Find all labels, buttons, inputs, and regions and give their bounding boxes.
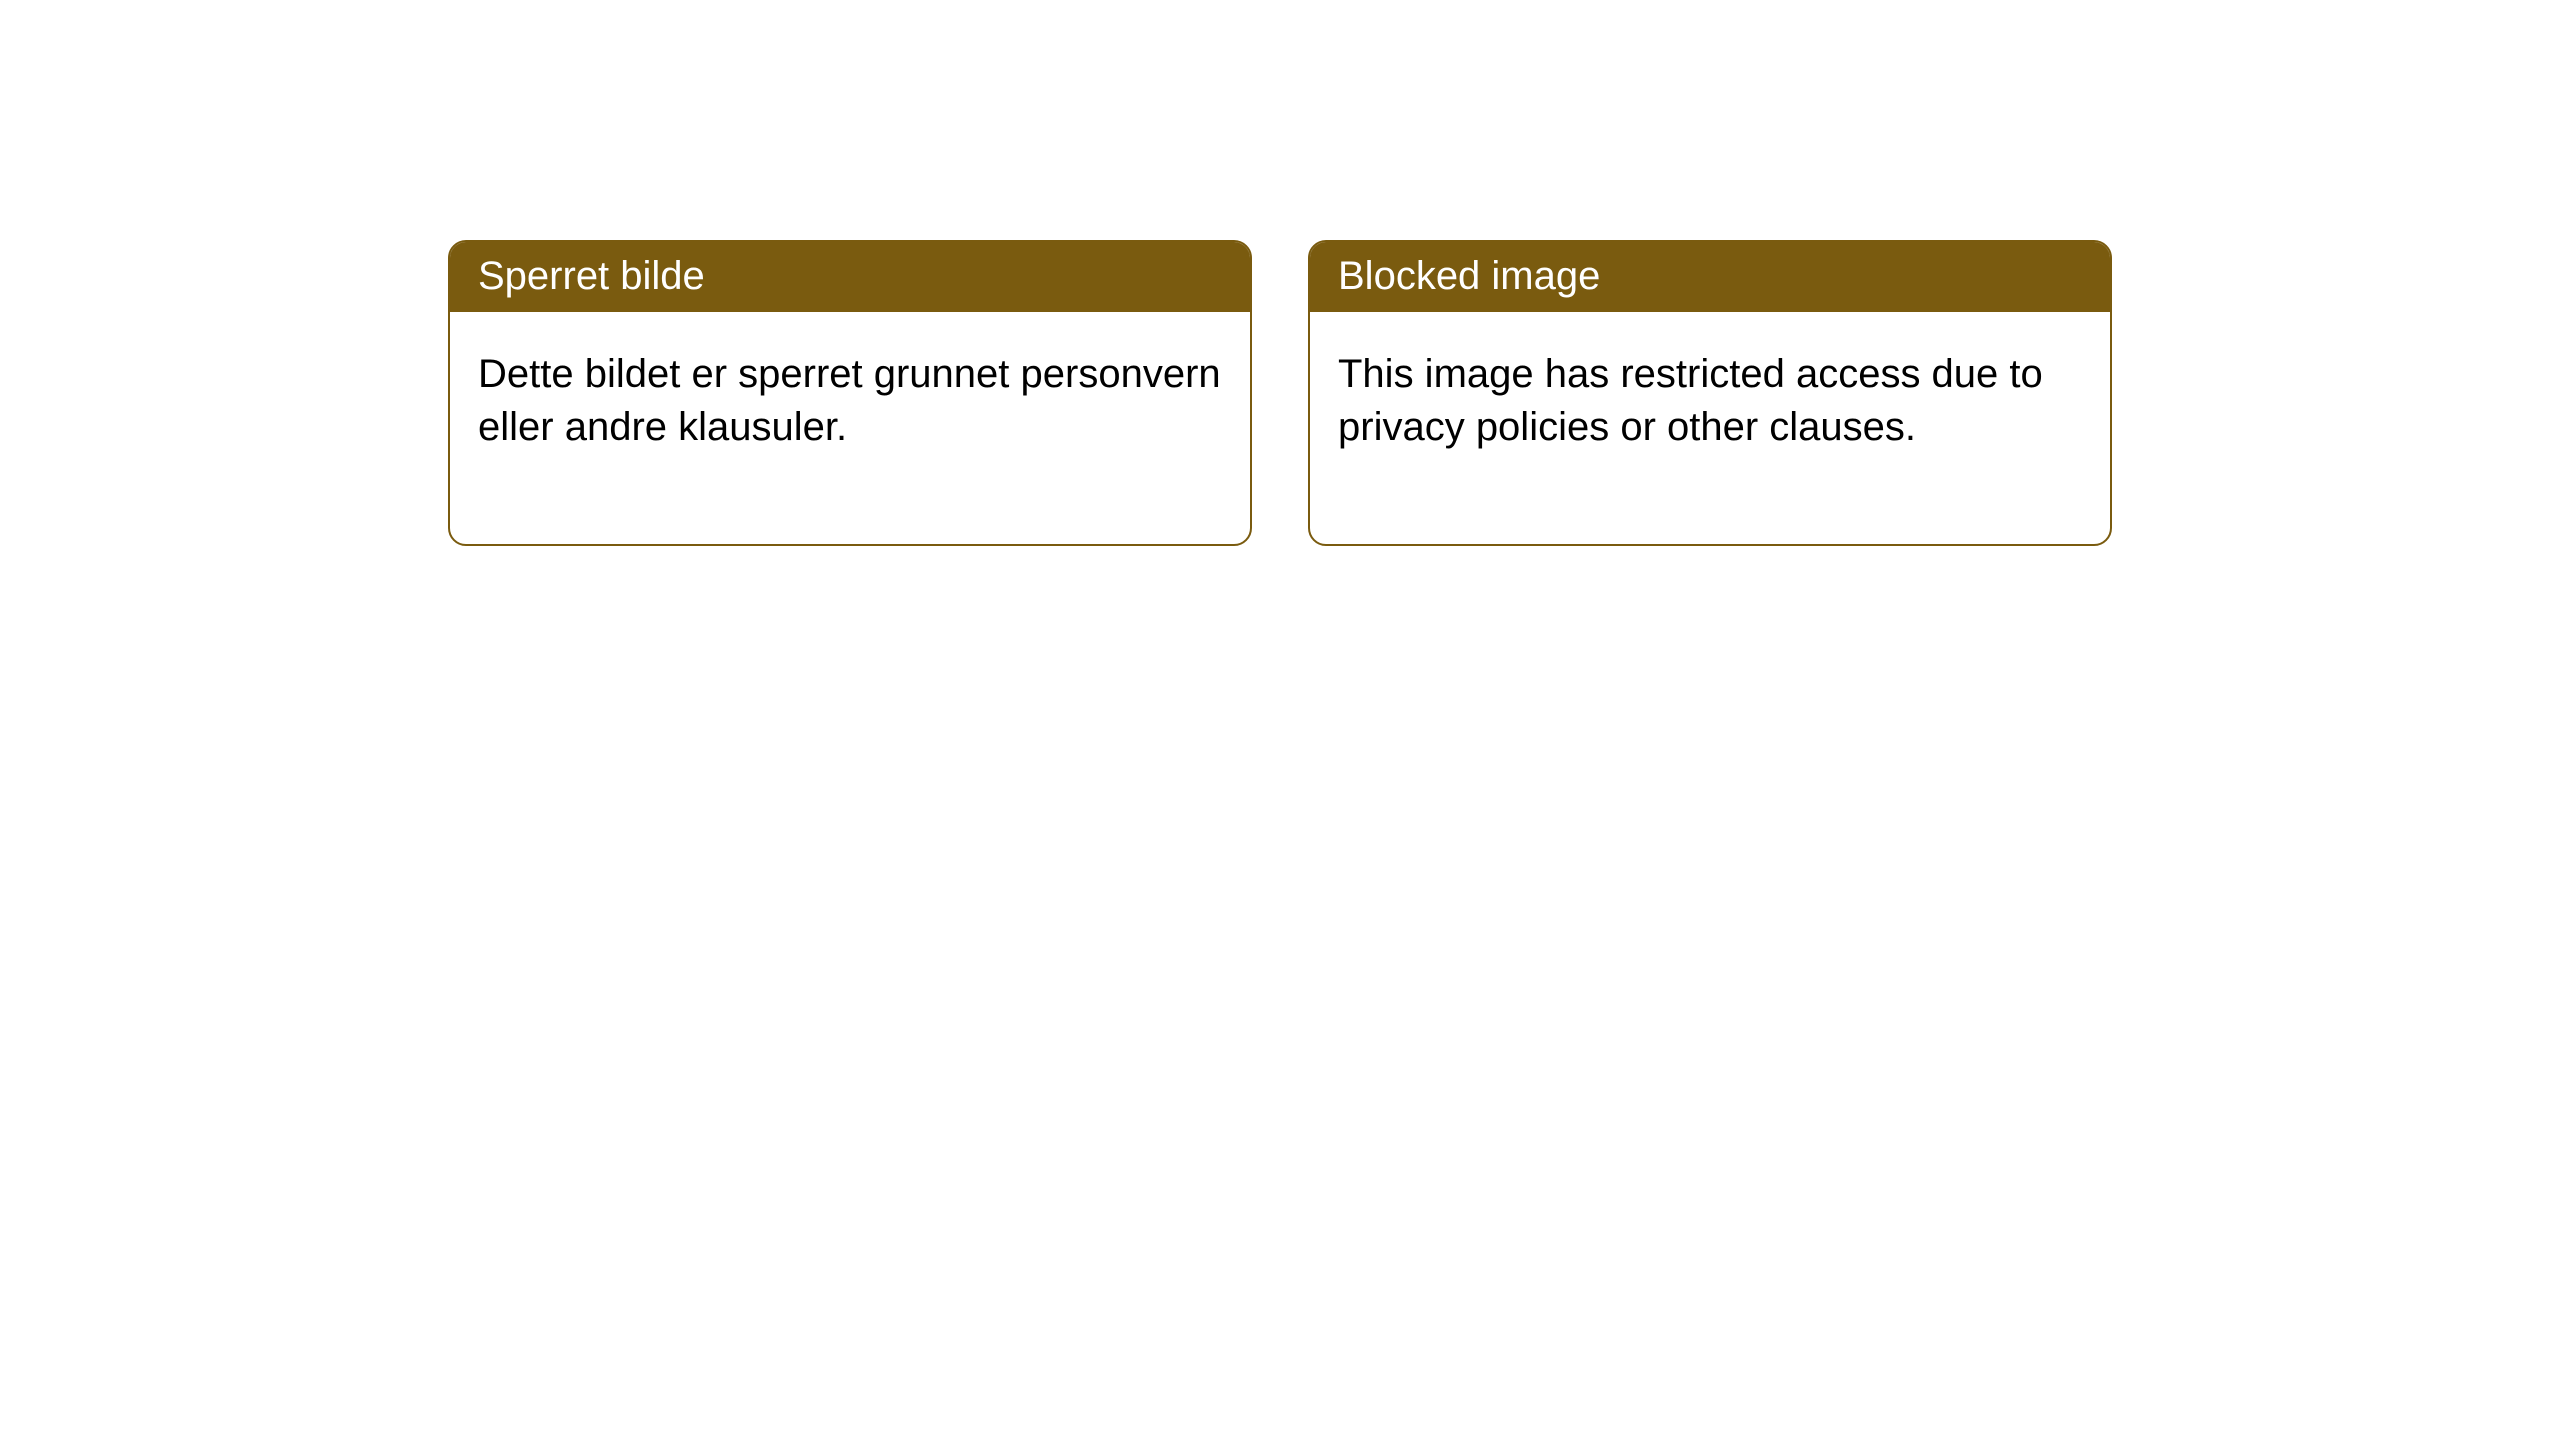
notice-container: Sperret bilde Dette bildet er sperret gr… xyxy=(0,0,2560,546)
notice-card-body: Dette bildet er sperret grunnet personve… xyxy=(450,312,1250,544)
notice-card-body: This image has restricted access due to … xyxy=(1310,312,2110,544)
notice-card-title: Sperret bilde xyxy=(450,242,1250,312)
notice-card-norwegian: Sperret bilde Dette bildet er sperret gr… xyxy=(448,240,1252,546)
notice-card-english: Blocked image This image has restricted … xyxy=(1308,240,2112,546)
notice-card-title: Blocked image xyxy=(1310,242,2110,312)
